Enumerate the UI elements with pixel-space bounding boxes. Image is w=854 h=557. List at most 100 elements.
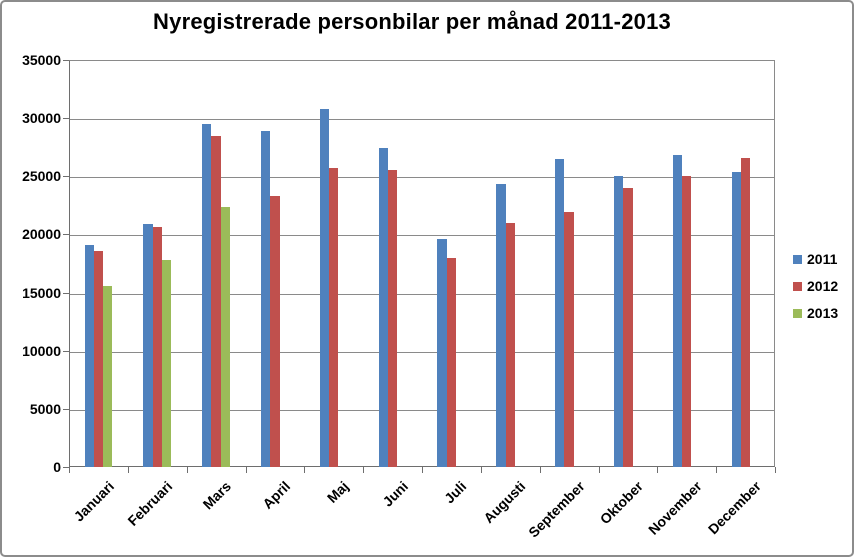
bar-slot [261, 60, 271, 467]
bar-slot [672, 60, 683, 467]
bar-slot [446, 60, 457, 467]
bar-slot [555, 60, 565, 467]
x-axis-tick [422, 467, 423, 473]
bar-slot [387, 60, 398, 467]
y-axis-labels: 35000 30000 25000 20000 15000 10000 5000 0 [2, 52, 61, 475]
bar-group-september [540, 60, 599, 467]
bar-2011-oktober [613, 176, 624, 467]
bar-2011-juni [378, 148, 388, 467]
bar-group-maj [304, 60, 363, 467]
x-axis-label-maj: Maj [324, 478, 353, 506]
bar-slot [329, 60, 339, 467]
bar-slot [731, 60, 741, 467]
bar-2013-januari [103, 285, 113, 467]
x-axis-tick [657, 467, 659, 473]
bar-slot [623, 60, 633, 467]
bar-slot [437, 60, 447, 467]
bar-slot [152, 60, 162, 467]
gridline [70, 177, 774, 179]
y-axis-label: 20000 [22, 226, 61, 243]
gridline [70, 351, 774, 353]
x-axis-label-februari: Februari [124, 478, 176, 529]
x-axis-tick [716, 467, 718, 473]
x-axis-tick [304, 467, 306, 473]
y-axis-tick [63, 60, 69, 61]
bar-2011-november [672, 155, 683, 467]
y-axis-label: 30000 [22, 110, 61, 127]
legend-swatch-icon [793, 308, 802, 318]
bar-group-augusti [481, 60, 540, 467]
bar-slot [338, 60, 347, 467]
bar-slot [750, 60, 759, 467]
bar-slot [93, 60, 104, 467]
bar-2012-juni [387, 170, 398, 467]
bar-2012-september [564, 212, 574, 467]
x-axis-label-januari: Januari [70, 478, 117, 525]
legend-label: 2011 [807, 251, 838, 267]
bar-slot [505, 60, 515, 467]
bar-slot [682, 60, 692, 467]
bar-slot [103, 60, 113, 467]
y-axis-tick [63, 350, 69, 352]
bar-slot [319, 60, 330, 467]
bar-2012-mars [211, 135, 221, 467]
y-axis-label: 15000 [22, 284, 61, 301]
legend-item-2011: 2011 [793, 252, 838, 266]
legend-item-2012: 2012 [793, 279, 838, 293]
y-axis-label: 10000 [22, 342, 61, 359]
bar-2013-mars [220, 206, 230, 467]
x-axis-label-juni: Juni [379, 478, 411, 510]
legend-label: 2013 [807, 305, 839, 321]
x-axis-tick [480, 467, 482, 473]
y-axis-label: 5000 [29, 400, 61, 417]
bar-groups [69, 60, 775, 467]
bar-group-oktober [598, 60, 657, 467]
x-axis-label-augusti: Augusti [480, 478, 529, 527]
y-axis-tick [63, 408, 69, 410]
bar-group-februari [128, 60, 187, 467]
bar-slot [613, 60, 624, 467]
bar-2012-november [682, 176, 692, 467]
bar-slot [270, 60, 280, 467]
bar-2012-juli [446, 257, 457, 467]
bar-group-mars [187, 60, 246, 467]
x-axis-tick [598, 467, 600, 473]
bar-slot [202, 60, 212, 467]
bar-2011-september [555, 158, 565, 467]
bar-2011-januari [84, 244, 94, 467]
x-axis-tick [539, 467, 541, 473]
bar-2012-februari [152, 227, 162, 467]
y-axis-label: 25000 [22, 168, 61, 185]
bar-2012-maj [329, 168, 339, 467]
y-axis-tick [63, 292, 69, 294]
bar-group-juni [363, 60, 422, 467]
bar-group-januari [69, 60, 128, 467]
bar-2011-mars [202, 123, 212, 467]
bar-slot [515, 60, 524, 467]
bar-slot [740, 60, 751, 467]
bar-2011-februari [143, 223, 153, 467]
bar-group-november [657, 60, 716, 467]
bar-group-december [716, 60, 775, 467]
legend: 2011 2012 2013 [793, 252, 838, 320]
y-axis-label: 0 [53, 459, 61, 475]
bar-2011-juli [437, 239, 447, 467]
legend-item-2013: 2013 [793, 306, 838, 320]
bar-slot [84, 60, 94, 467]
x-axis-tick [775, 467, 776, 473]
gridline [70, 293, 774, 295]
bar-2013-februari [161, 260, 172, 467]
x-axis-labels: Januari Februari Mars April Maj Juni Juli Augus… [69, 472, 775, 555]
bar-group-april [245, 60, 304, 467]
legend-label: 2012 [807, 278, 839, 294]
bar-2011-augusti [496, 184, 506, 467]
legend-swatch-icon [793, 254, 802, 264]
bar-2012-april [270, 196, 280, 467]
bar-2012-december [740, 157, 751, 467]
bar-slot [397, 60, 406, 467]
gridline [70, 409, 774, 411]
bar-slot [574, 60, 583, 467]
bar-slot [280, 60, 289, 467]
y-axis-tick [63, 467, 69, 468]
